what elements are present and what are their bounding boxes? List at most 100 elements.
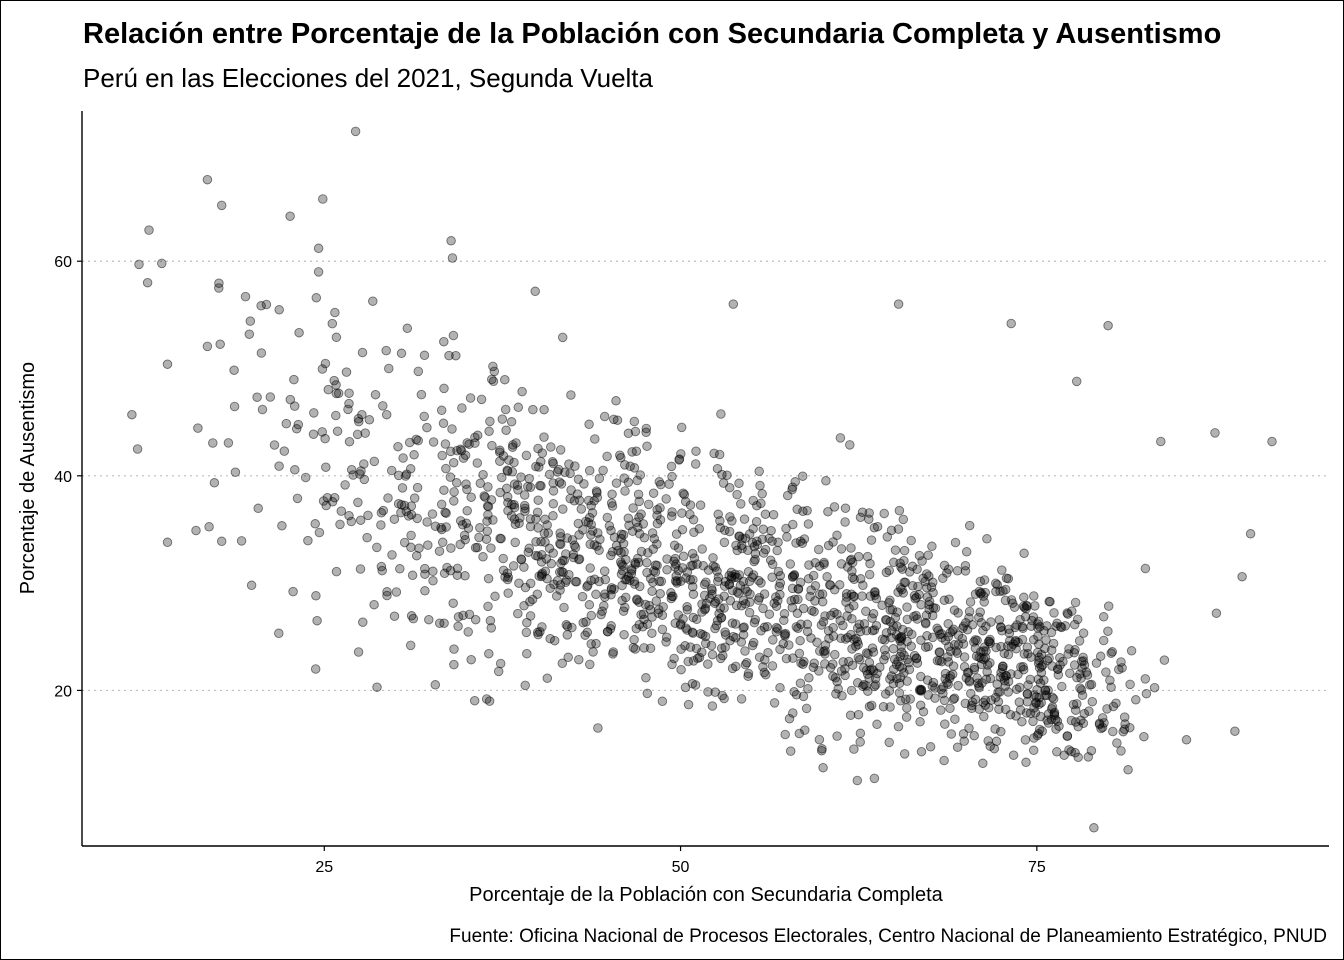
data-point [710,623,720,634]
data-point [1070,597,1081,608]
data-point [884,686,895,696]
data-point [442,562,452,573]
data-point [732,489,742,500]
data-point [818,617,829,627]
data-point [350,126,361,137]
data-point [396,507,406,518]
data-point [1063,649,1073,659]
data-point [1078,652,1088,663]
data-point [612,415,623,425]
data-point [310,664,321,674]
data-point [655,588,665,599]
data-point [281,418,292,429]
data-point [661,494,671,504]
data-point [803,519,814,529]
data-point [918,573,928,584]
data-point [809,658,819,668]
data-point [244,329,255,339]
data-point [344,398,354,409]
data-point [1139,731,1149,742]
data-point [528,404,538,415]
data-point [292,493,303,504]
data-point [1087,696,1098,707]
data-point [434,618,445,628]
data-point [533,443,543,454]
data-point [486,623,497,633]
data-point [915,717,925,727]
data-point [369,456,380,467]
data-point [859,679,869,690]
data-point [317,364,328,374]
data-point [586,639,596,649]
data-point [509,479,520,489]
data-point [765,555,776,565]
data-point [661,637,671,647]
data-point [948,661,959,671]
data-point [948,624,959,635]
data-point [707,649,718,660]
data-point [759,548,769,558]
data-point [730,569,740,580]
data-point [562,621,573,632]
data-point [525,482,536,493]
data-point [585,563,595,573]
data-point [669,653,679,664]
data-point [1004,624,1014,634]
data-point [974,612,984,623]
data-point [756,578,766,588]
data-point [525,521,536,532]
data-point [257,404,268,415]
data-point [719,603,729,613]
data-point [666,588,676,598]
data-point [893,721,904,732]
data-point [785,746,796,756]
data-point [952,742,963,752]
data-point [1106,682,1116,692]
data-point [629,634,639,645]
data-point [1000,584,1011,595]
data-point [1029,733,1039,743]
data-point [593,528,603,538]
data-point [557,658,568,669]
data-point [1030,708,1041,718]
data-point [536,571,547,582]
data-point [1032,619,1043,629]
data-point [859,619,870,629]
data-point [416,389,427,400]
data-point [620,602,630,613]
data-point [599,411,610,422]
data-point [728,631,738,642]
data-point [768,635,778,645]
data-point [683,656,693,667]
data-point [1019,548,1029,559]
data-point [348,470,358,480]
data-point [1049,608,1059,618]
data-point [423,540,433,550]
data-point [483,573,494,584]
data-point [979,597,989,607]
data-point [807,605,817,616]
data-point [810,558,821,568]
data-point [1013,669,1023,680]
data-point [446,236,456,246]
data-point [852,623,863,633]
data-point [1014,697,1025,707]
data-point [490,591,500,602]
data-point [562,533,572,543]
data-point [901,694,911,705]
data-point [549,635,560,646]
data-point [925,742,936,752]
data-point [672,576,682,586]
data-point [767,572,777,582]
data-point [464,439,474,449]
data-point [1002,641,1013,651]
x-axis-title: Porcentaje de la Población con Secundari… [469,884,944,906]
data-point [214,283,224,293]
data-point [790,477,800,487]
data-point [703,659,713,669]
data-point [922,631,932,641]
y-gridlines [82,260,1329,692]
data-point [449,487,459,497]
data-point [898,514,909,525]
data-point [1040,685,1051,695]
